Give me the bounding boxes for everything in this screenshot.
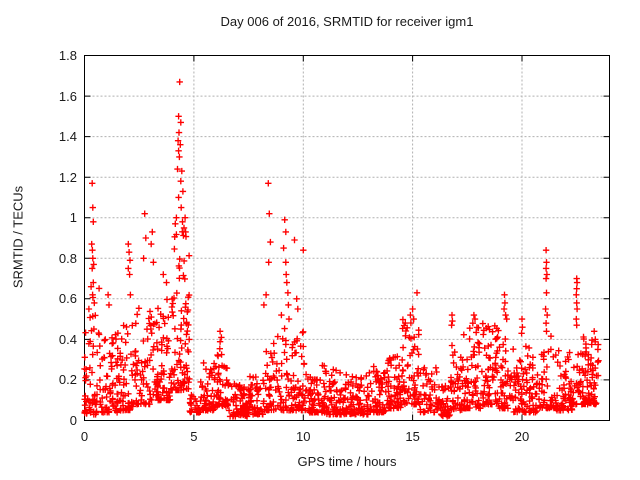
y-tick-label: 1.8 — [58, 48, 77, 63]
y-tick-label: 0.8 — [58, 250, 77, 266]
plot-border — [84, 55, 610, 421]
y-tick-label: 0 — [69, 413, 77, 428]
y-tick-label: 1 — [69, 210, 77, 226]
y-tick-label: 0.6 — [58, 291, 77, 307]
x-tick-label: 0 — [80, 429, 89, 444]
y-tick-label: 1.6 — [58, 88, 77, 104]
y-tick-label: 1.4 — [58, 129, 77, 145]
chart-title: Day 006 of 2016, SRMTID for receiver igm… — [220, 14, 474, 29]
x-tick-label: 20 — [514, 429, 530, 444]
scatter-points — [81, 78, 602, 420]
x-tick-label: 10 — [296, 429, 311, 444]
x-axis-label: GPS time / hours — [297, 454, 397, 469]
y-tick-label: 0.4 — [58, 331, 77, 347]
x-tick-label: 5 — [190, 429, 198, 444]
x-tick-label: 15 — [405, 429, 420, 444]
y-tick-label: 0.2 — [58, 372, 77, 388]
y-tick-label: 1.2 — [58, 169, 77, 185]
y-axis-label: SRMTID / TECUs — [10, 185, 26, 289]
